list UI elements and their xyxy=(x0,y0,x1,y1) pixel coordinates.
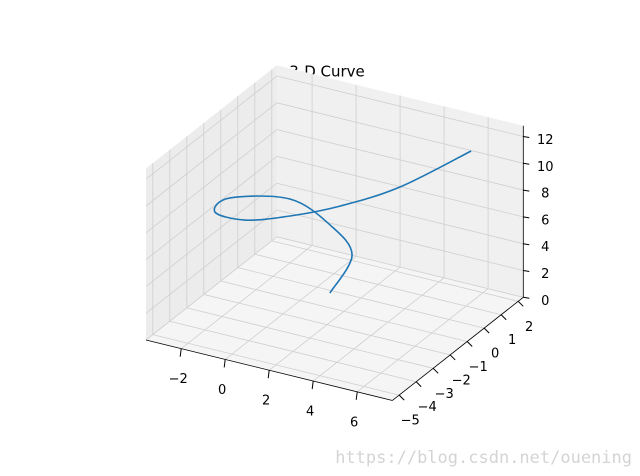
tick-mark xyxy=(523,162,530,165)
tick-mark xyxy=(449,354,456,361)
tick-mark xyxy=(523,270,530,272)
x-tick-label: 0 xyxy=(218,383,226,398)
tick-mark xyxy=(466,341,473,347)
grid-line xyxy=(276,75,524,137)
tick-mark xyxy=(415,381,422,388)
tick-mark xyxy=(432,367,439,374)
y-axis-line xyxy=(392,296,524,401)
z-tick-label: 8 xyxy=(541,187,549,202)
z-tick-label: 0 xyxy=(541,294,549,309)
grid-line xyxy=(203,294,451,356)
grid-line xyxy=(145,102,278,207)
tick-mark xyxy=(179,348,182,357)
watermark: https://blog.csdn.net/ouening xyxy=(335,448,632,468)
grid-line xyxy=(271,240,519,302)
tick-mark xyxy=(398,394,405,401)
curve xyxy=(213,150,472,294)
grid-line xyxy=(276,182,524,245)
grid-line xyxy=(145,156,278,260)
x-axis-line xyxy=(145,339,393,401)
tick-mark xyxy=(523,136,530,138)
x-tick-label: −2 xyxy=(169,372,188,387)
y-tick-label: 2 xyxy=(525,320,533,335)
pane-left xyxy=(146,65,277,341)
y-tick-label: −2 xyxy=(452,373,471,388)
y-tick-label: −1 xyxy=(469,360,488,375)
x-tick-label: 2 xyxy=(262,394,270,409)
y-tick-label: −3 xyxy=(435,387,454,402)
z-tick-label: 12 xyxy=(537,133,554,148)
grid-line xyxy=(220,280,468,342)
z-tick-label: 10 xyxy=(537,160,554,175)
grid-line xyxy=(152,334,400,396)
tick-mark xyxy=(267,370,270,379)
grid-line xyxy=(254,253,502,316)
z-tick-label: 2 xyxy=(541,267,549,282)
tick-mark xyxy=(517,300,524,307)
grid-line xyxy=(276,129,524,191)
tick-mark xyxy=(223,359,226,368)
y-tick-label: 1 xyxy=(508,333,516,348)
y-tick-label: −4 xyxy=(418,400,437,415)
grid-line xyxy=(145,129,278,234)
tick-mark xyxy=(523,243,530,246)
tick-mark xyxy=(311,380,314,390)
grid-line xyxy=(169,320,417,383)
tick-mark xyxy=(523,296,530,299)
grid-line xyxy=(145,182,278,287)
grid-line xyxy=(276,209,524,271)
grid-line xyxy=(276,102,524,164)
grid-line xyxy=(276,236,524,298)
y-tick-label: −5 xyxy=(401,414,420,429)
x-tick-label: 4 xyxy=(306,405,314,420)
grid-line xyxy=(145,209,278,314)
y-tick-label: 0 xyxy=(491,347,499,362)
tick-mark xyxy=(500,314,507,321)
x-tick-label: 6 xyxy=(350,415,358,430)
tick-mark xyxy=(523,216,530,219)
grid-line xyxy=(237,267,485,329)
grid-line xyxy=(145,236,278,341)
z-tick-label: 6 xyxy=(541,213,549,228)
tick-mark xyxy=(355,391,358,400)
tick-mark xyxy=(523,189,530,192)
z-tick-label: 4 xyxy=(541,240,549,255)
grid-line xyxy=(145,75,278,180)
grid-line xyxy=(186,307,434,369)
tick-mark xyxy=(483,327,490,334)
